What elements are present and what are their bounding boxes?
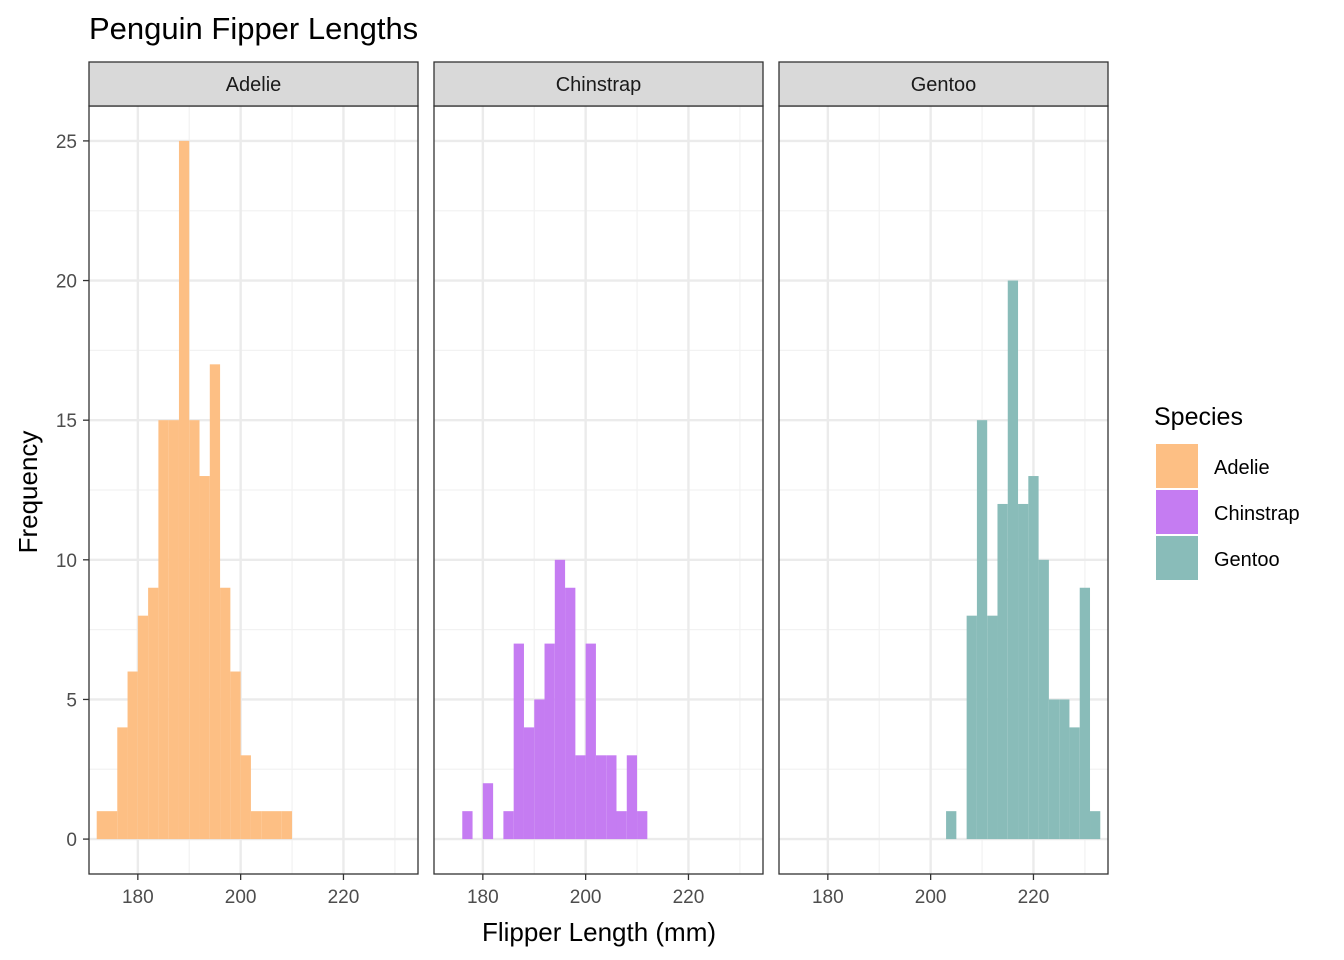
- facet-strip: [433, 61, 764, 107]
- legend-entry-label: Chinstrap: [1214, 503, 1300, 525]
- facet-strip-label: Chinstrap: [556, 74, 642, 96]
- histogram-bar: [220, 587, 231, 840]
- x-tick-label: 180: [812, 887, 844, 908]
- chart-title: Penguin Fipper Lengths: [89, 11, 418, 46]
- histogram-bar: [117, 727, 128, 840]
- legend-entries: Adelie Chinstrap Gentoo: [1156, 444, 1300, 580]
- histogram-bar: [240, 755, 251, 840]
- histogram-bar: [523, 727, 535, 840]
- histogram-bar: [96, 811, 107, 840]
- facet-panel-chinstrap: Chinstrap 180 200 220: [433, 61, 764, 908]
- legend-key-swatch: [1156, 444, 1198, 488]
- histogram-bar: [626, 755, 638, 840]
- histogram-bar: [1059, 699, 1070, 840]
- y-axis-label: Frequency: [13, 431, 43, 554]
- histogram-bar: [544, 643, 555, 840]
- histogram-bar: [1038, 559, 1049, 840]
- histogram-bar: [513, 643, 524, 840]
- facet-strip: [778, 61, 1109, 107]
- histogram-bar: [281, 811, 293, 840]
- histogram-bar: [534, 699, 545, 840]
- legend-entry-label: Adelie: [1214, 457, 1270, 479]
- histogram-bar: [987, 615, 998, 840]
- x-tick-label: 180: [122, 887, 154, 908]
- legend-key-swatch: [1156, 490, 1198, 534]
- histogram-bar: [137, 615, 149, 840]
- histogram-bar: [1018, 503, 1029, 840]
- x-tick-label: 220: [328, 887, 360, 908]
- x-tick-label: 200: [915, 887, 947, 908]
- legend: Species Adelie Chinstrap Gentoo: [1154, 403, 1300, 580]
- legend-entry-gentoo: Gentoo: [1156, 536, 1280, 580]
- x-axis-label: Flipper Length (mm): [482, 917, 716, 947]
- histogram-bar: [462, 811, 473, 840]
- histogram-bar: [127, 671, 138, 840]
- histogram-bar: [189, 420, 200, 840]
- histogram-bar: [1090, 811, 1101, 840]
- histogram-bar: [554, 559, 566, 840]
- facet-panel-adelie: Adelie 180 200 220: [88, 61, 419, 908]
- x-tick-label: 200: [570, 887, 602, 908]
- histogram-bar: [1007, 280, 1019, 840]
- histogram-bar: [1069, 727, 1080, 840]
- y-tick-label: 25: [56, 132, 77, 153]
- facet-strip: [88, 61, 419, 107]
- histogram-bar: [637, 811, 648, 840]
- histogram-bar: [168, 420, 179, 840]
- histogram-bar: [158, 420, 169, 840]
- histogram-bar: [575, 755, 586, 840]
- facet-panels: Adelie 180 200 220 Chinstrap 180 200 220 Gentoo 1…: [88, 61, 1109, 908]
- histogram-bar: [976, 420, 988, 840]
- histogram-bar: [199, 476, 210, 840]
- histogram-bar: [966, 615, 977, 840]
- y-tick-label: 10: [56, 551, 77, 572]
- histogram-bar: [585, 643, 596, 840]
- facet-strip-label: Adelie: [226, 74, 282, 96]
- histogram-bar: [250, 811, 262, 840]
- histogram-bar: [1048, 699, 1060, 840]
- histogram-bar: [503, 811, 514, 840]
- x-tick-label: 220: [673, 887, 705, 908]
- x-tick-label: 220: [1018, 887, 1050, 908]
- y-tick-label: 15: [56, 411, 77, 432]
- facet-panel-gentoo: Gentoo 180 200 220: [778, 61, 1109, 908]
- histogram-bar: [209, 364, 221, 840]
- histogram-bar: [230, 671, 241, 840]
- histogram-bar: [271, 811, 282, 840]
- y-tick-label: 0: [66, 830, 77, 851]
- y-axis: 0 5 10 15 20 25: [56, 132, 89, 851]
- histogram-bar: [106, 811, 118, 840]
- histogram-bar: [595, 755, 607, 840]
- histogram-bar: [565, 587, 576, 840]
- histogram-bar: [1079, 587, 1091, 840]
- x-tick-label: 200: [225, 887, 257, 908]
- x-tick-label: 180: [467, 887, 499, 908]
- y-tick-label: 5: [66, 690, 77, 711]
- histogram-bar: [616, 811, 627, 840]
- histogram-bar: [261, 811, 272, 840]
- histogram-bar: [997, 503, 1008, 840]
- y-tick-label: 20: [56, 272, 77, 293]
- legend-key-swatch: [1156, 536, 1198, 580]
- legend-entry-label: Gentoo: [1214, 549, 1280, 571]
- histogram-bar: [148, 587, 159, 840]
- histogram-bar: [482, 783, 494, 840]
- facet-strip-label: Gentoo: [911, 74, 977, 96]
- legend-title: Species: [1154, 403, 1243, 431]
- legend-entry-adelie: Adelie: [1156, 444, 1270, 488]
- histogram-bar: [1028, 476, 1039, 840]
- histogram-bar: [606, 755, 617, 840]
- histogram-bar: [946, 811, 957, 840]
- histogram-bar: [178, 140, 190, 840]
- legend-entry-chinstrap: Chinstrap: [1156, 490, 1300, 534]
